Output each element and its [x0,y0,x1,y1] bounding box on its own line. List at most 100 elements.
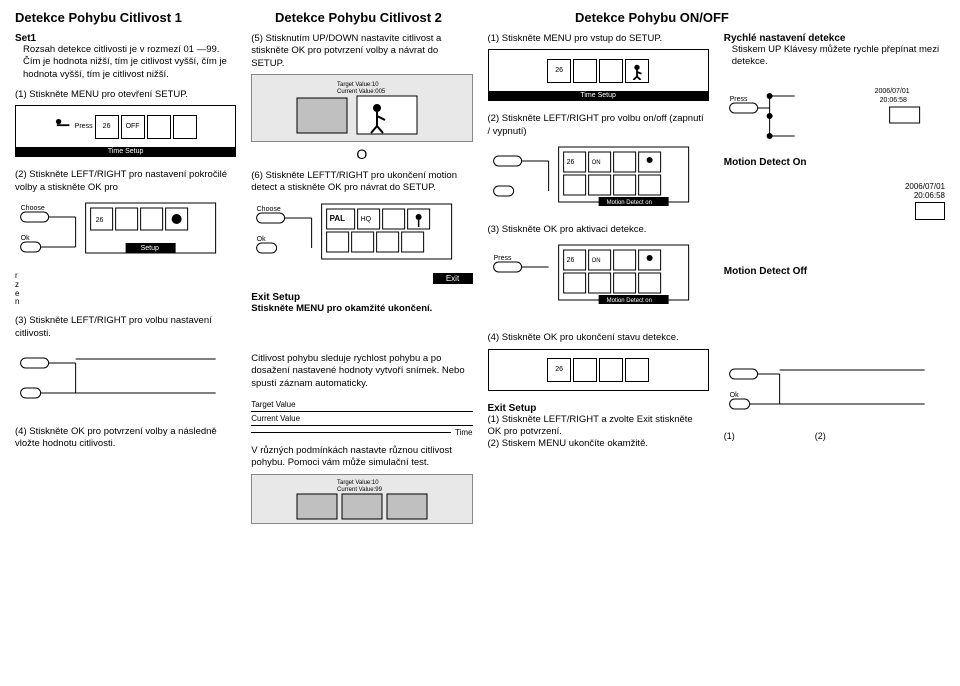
time-setup-bar: Time Setup [16,147,235,156]
illust-2: Target Value:10 Current Value:99 [251,474,472,524]
c1-step2: (2) Stiskněte LEFT/RIGHT pro nastavení p… [15,169,236,307]
cell [625,358,649,382]
cell-26: 26 [95,115,119,139]
c3-step1: (1) Stiskněte MENU pro vstup do SETUP. 2… [488,33,709,105]
c1-step1: (1) Stiskněte MENU pro otevření SETUP. P… [15,89,236,161]
header-2: Detekce Pohybu Citlivost 2 [275,10,515,25]
svg-text:Ok: Ok [729,392,738,399]
col-4: Rychlé nastavení detekce Stiskem UP Kláv… [724,33,945,536]
c1-step2-text: (2) Stiskněte LEFT/RIGHT pro nastavení p… [15,169,236,194]
current-value: Current Value:005 [337,89,386,95]
conditions-block: V různých podmínkách nastavte různou cit… [251,445,472,528]
c3-step4: (4) Stiskněte OK pro ukončení stavu dete… [488,332,709,394]
col-1: Set1 Rozsah detekce citlivosti je v rozm… [15,33,236,536]
svg-text:Motion Detect on: Motion Detect on [606,200,651,206]
c2-step6: (6) Stiskněte LEFTT/RIGHT pro ukončení m… [251,170,472,284]
c4-diagram3: Ok (1) (2) [724,351,945,441]
svg-text:2006/07/01: 2006/07/01 [874,88,909,95]
c1-step1-text: (1) Stiskněte MENU pro otevření SETUP. [15,89,236,101]
cell [147,115,171,139]
exit-bar: Exit [433,273,473,284]
c2-step5: (5) Stisknutím UP/DOWN nastavíte citlivo… [251,33,472,162]
c3-step3: (3) Stiskněte OK pro aktivaci detekce. P… [488,224,709,314]
letters: rzen [15,272,236,307]
set1-text: Rozsah detekce citlivosti je v rozmezí 0… [15,44,236,81]
motion-on-label: Motion Detect On [724,157,945,168]
svg-text:Motion Detect on: Motion Detect on [606,298,651,304]
foot2: (2) [815,431,826,441]
svg-text:Choose: Choose [21,205,45,212]
c1-step3-text: (3) Stiskněte LEFT/RIGHT pro volbu nasta… [15,315,236,340]
footnums: (1) (2) [724,431,945,441]
svg-text:Press: Press [729,96,747,103]
exit-3-step1: (1) Stiskněte LEFT/RIGHT a zvolte Exit s… [488,414,709,439]
svg-text:Ok: Ok [257,236,266,243]
sensitivity-text: Citlivost pohybu sleduje rychlost pohybu… [251,353,472,390]
quick-text: Stiskem UP Klávesy můžete rychle přepína… [724,44,945,69]
nav-diagram: Choose Ok 26 Setup [15,198,236,268]
sensitivity-block: Citlivost pohybu sleduje rychlost pohybu… [251,353,472,437]
cell-26: 26 [547,358,571,382]
c1-step4: (4) Stiskněte OK pro potvrzení volby a n… [15,426,236,451]
svg-text:HQ: HQ [361,216,372,223]
nav-diagram-4: 26 ON Motion Detect on [488,142,709,212]
svg-text:26: 26 [96,217,104,224]
nav-diagram-7: Ok [724,355,945,425]
conditions-text: V různých podmínkách nastavte různou cit… [251,445,472,470]
nav-diagram-3: Choose Ok PAL HQ [251,199,472,269]
c1-step4-text: (4) Stiskněte OK pro potvrzení volby a n… [15,426,236,451]
c2-step6-text: (6) Stiskněte LEFTT/RIGHT pro ukončení m… [251,170,472,195]
svg-text:Setup: Setup [141,245,159,252]
svg-text:Ok: Ok [21,235,30,242]
svg-text:PAL: PAL [330,214,346,223]
illust-1: Target Value:10 Current Value:005 [251,74,472,142]
time-line: Time [251,428,472,437]
svg-text:ON: ON [591,160,600,166]
c3-step3-text: (3) Stiskněte OK pro aktivaci detekce. [488,224,709,236]
main-columns: Set1 Rozsah detekce citlivosti je v rozm… [15,33,945,536]
screen-box-3a: 26 Time Setup [488,49,709,101]
time-setup-bar-3: Time Setup [489,91,708,100]
set1-title: Set1 [15,33,236,44]
cam-icon [915,202,945,220]
target-line: Target Value [251,400,472,409]
cell [599,59,623,83]
cell [599,358,623,382]
cell-off: OFF [121,115,145,139]
svg-text:Target Value:10: Target Value:10 [337,480,379,486]
exit-3-step2: (2) Stiskem MENU ukončíte okamžitě. [488,438,709,450]
motion-off-label: Motion Detect Off [724,266,945,277]
screen-box-3d: 26 [488,349,709,391]
cell-26: 26 [547,59,571,83]
svg-text:20:06:58: 20:06:58 [879,97,906,104]
c2-step5-text: (5) Stisknutím UP/DOWN nastavíte citlivo… [251,33,472,70]
exit-setup-3: Exit Setup (1) Stiskněte LEFT/RIGHT a zv… [488,403,709,451]
svg-text:Press: Press [493,255,511,262]
svg-text:Choose: Choose [257,206,281,213]
c3-step2-text: (2) Stiskněte LEFT/RIGHT pro volbu on/of… [488,113,709,138]
set1-block: Set1 Rozsah detekce citlivosti je v rozm… [15,33,236,81]
svg-text:ON: ON [591,258,600,264]
o-mark: O [251,146,472,162]
quick-title: Rychlé nastavení detekce [724,33,945,44]
header-row: Detekce Pohybu Citlivost 1 Detekce Pohyb… [15,10,945,25]
screen-box: Press 26 OFF Time Setup [15,105,236,157]
timestamp-2: 2006/07/0120:06:58 [724,182,945,200]
svg-text:26: 26 [566,257,574,264]
foot1: (1) [724,431,735,441]
cell [573,59,597,83]
press-icon [55,116,73,138]
quick-block: Rychlé nastavení detekce Stiskem UP Kláv… [724,33,945,69]
exit-setup-title: Exit Setup [251,292,472,303]
current-line: Current Value [251,414,472,423]
header-1: Detekce Pohybu Citlivost 1 [15,10,255,25]
cell [625,59,649,83]
nav-diagram-2 [15,344,236,414]
exit-setup-3-title: Exit Setup [488,403,709,414]
c4-diagram1: Press 2006/07/01 20:06:58 Motion Detect … [724,77,945,174]
header-3: Detekce Pohybu ON/OFF [575,10,775,25]
nav-diagram-6: Press 2006/07/01 20:06:58 [724,81,945,151]
exit-setup-text: Stiskněte MENU pro okamžité ukončení. [251,303,472,315]
c3-step4-text: (4) Stiskněte OK pro ukončení stavu dete… [488,332,709,344]
col-3: (1) Stiskněte MENU pro vstup do SETUP. 2… [488,33,709,536]
